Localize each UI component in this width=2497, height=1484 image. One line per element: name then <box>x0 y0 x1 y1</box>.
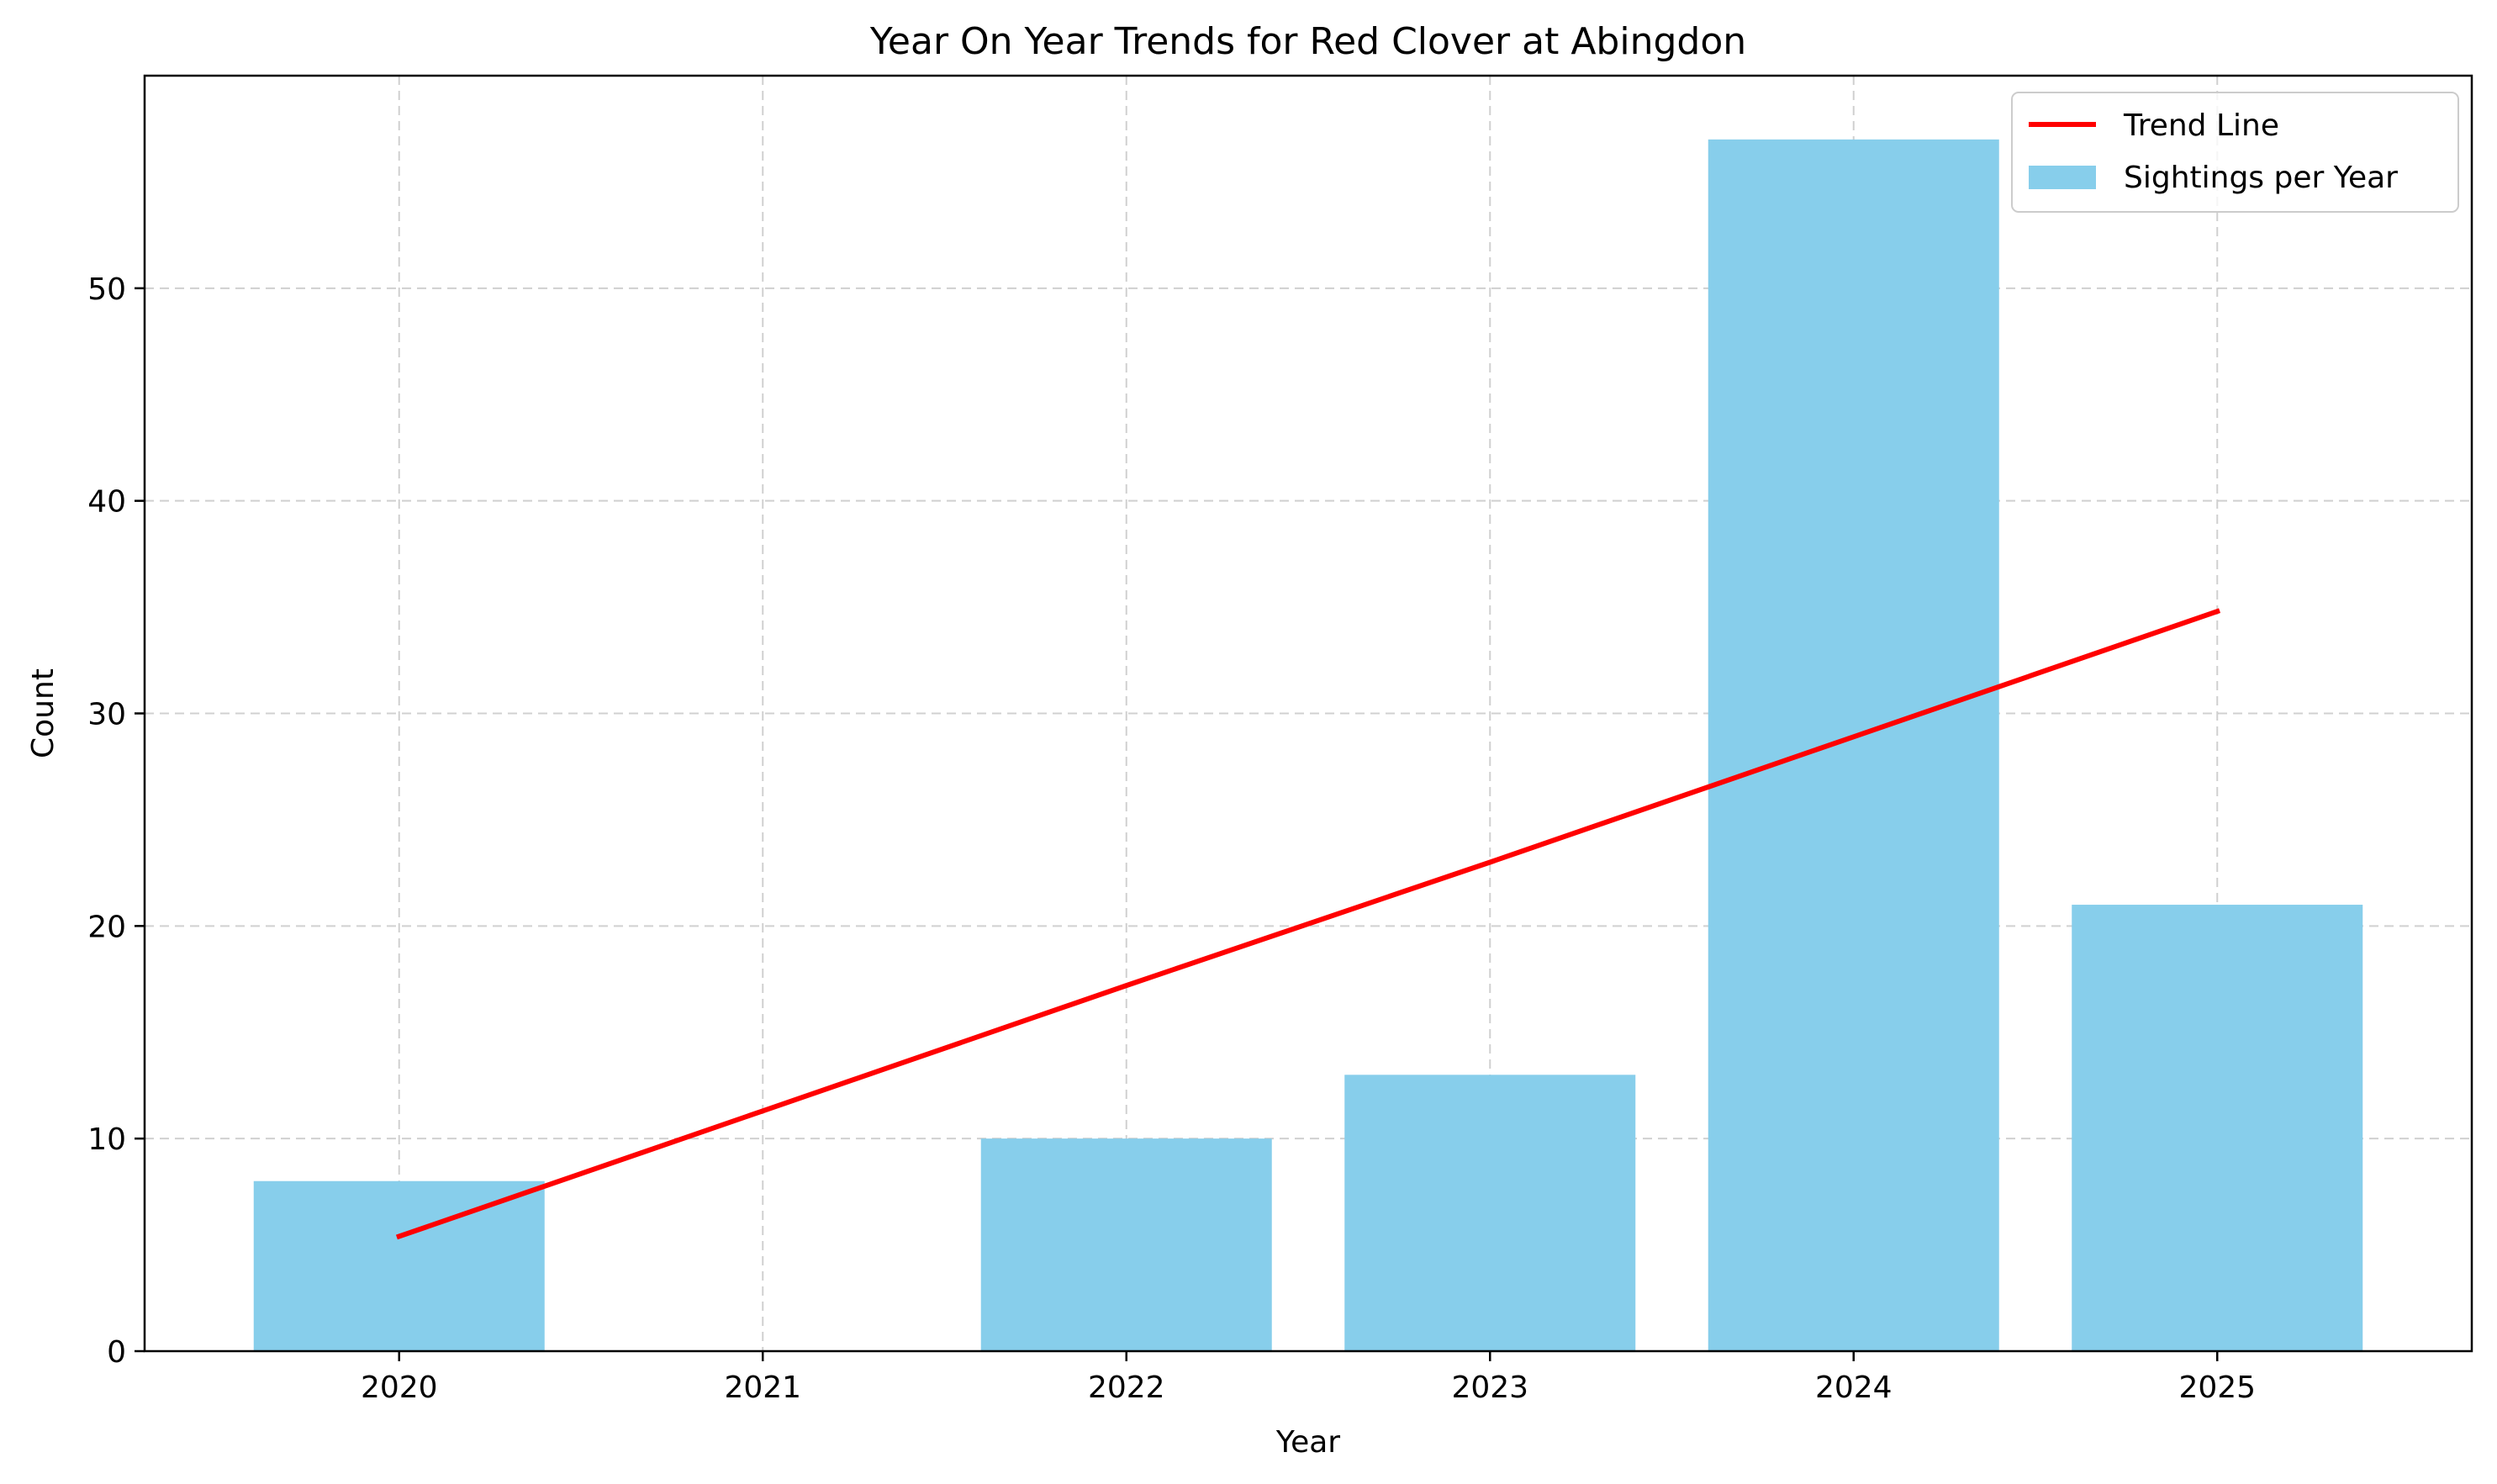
legend-label-trend-line: Trend Line <box>2123 108 2279 143</box>
bar-2022 <box>980 1138 1272 1351</box>
y-tick-label: 50 <box>87 272 126 307</box>
legend-box <box>2011 92 2459 213</box>
trend-line <box>395 608 2221 1240</box>
y-tick-label: 20 <box>87 910 126 944</box>
x-tick-label: 2020 <box>361 1370 438 1405</box>
x-tick-label: 2025 <box>2178 1370 2256 1405</box>
bar-2020 <box>253 1180 545 1351</box>
x-tick-label: 2023 <box>1451 1370 1528 1405</box>
legend: Trend Line Sightings per Year <box>2011 92 2459 213</box>
x-tick-label: 2021 <box>724 1370 801 1405</box>
y-tick-label: 10 <box>87 1122 126 1157</box>
bar-2025 <box>2072 905 2363 1351</box>
x-tick-label: 2024 <box>1815 1370 1893 1405</box>
bar-2024 <box>1708 139 1999 1352</box>
chart-title: Year On Year Trends for Red Clover at Ab… <box>869 20 1746 63</box>
bars <box>253 139 2363 1352</box>
x-axis: 2020 2021 2022 2023 2024 2025 <box>361 1351 2256 1405</box>
legend-label-sightings: Sightings per Year <box>2124 161 2398 195</box>
x-tick-label: 2022 <box>1088 1370 1165 1405</box>
bar-2023 <box>1344 1075 1636 1351</box>
y-tick-label: 40 <box>87 485 126 520</box>
x-axis-title: Year <box>1275 1425 1340 1460</box>
y-axis-title: Count <box>26 668 61 758</box>
y-tick-label: 0 <box>107 1335 126 1370</box>
trend-line-layer <box>395 608 2221 1240</box>
legend-swatch-sightings <box>2029 166 2096 189</box>
y-axis: 0 10 20 30 40 50 <box>87 272 145 1370</box>
y-tick-label: 30 <box>87 698 126 732</box>
